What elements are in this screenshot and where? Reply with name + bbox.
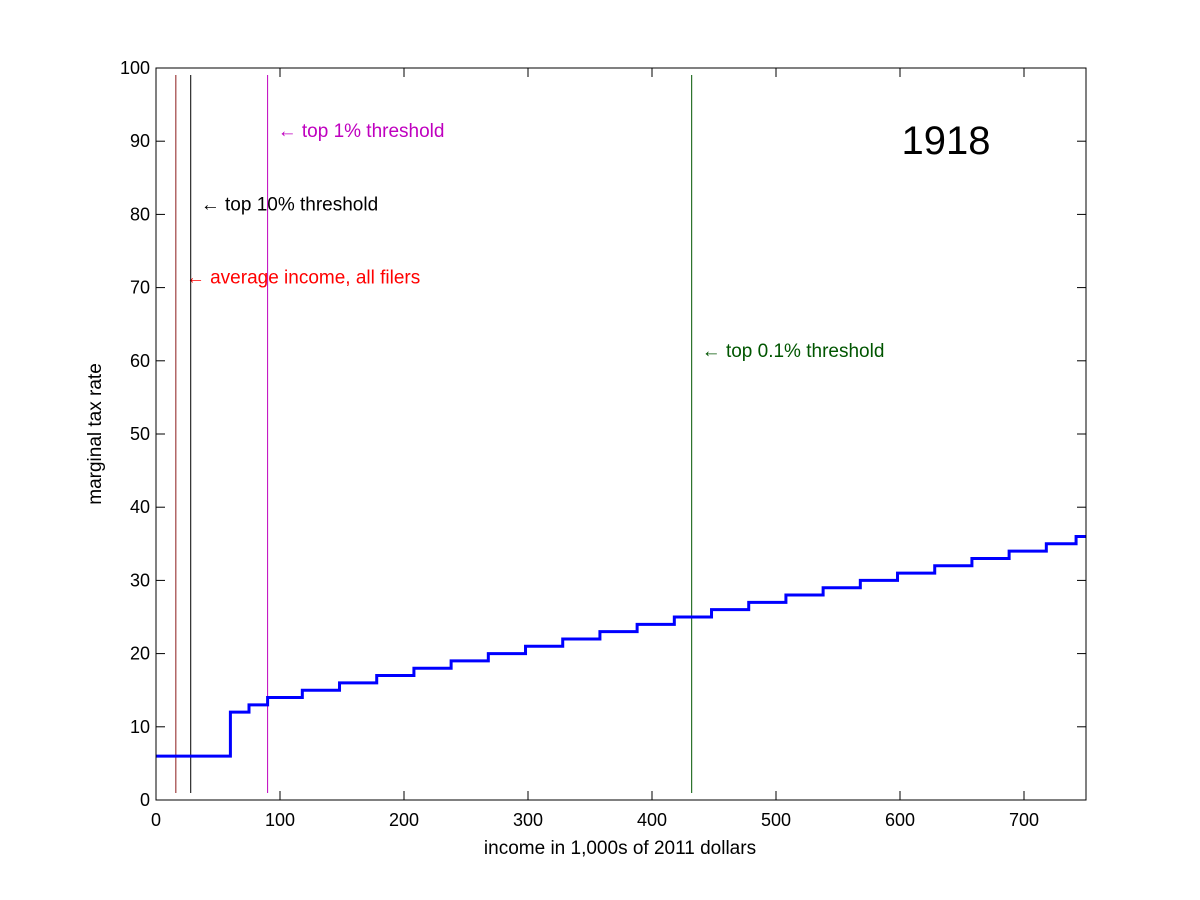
- threshold-label: ← top 1% threshold: [278, 121, 445, 142]
- x-tick-label: 600: [885, 810, 915, 830]
- tax-rate-series-line: [156, 534, 1086, 758]
- y-tick-label: 0: [140, 790, 150, 810]
- x-tick-label: 500: [761, 810, 791, 830]
- threshold-label: ← top 0.1% threshold: [702, 341, 885, 362]
- y-tick-label: 80: [130, 204, 150, 224]
- x-tick-label: 100: [265, 810, 295, 830]
- year-label: 1918: [902, 119, 991, 163]
- y-tick-label: 40: [130, 497, 150, 517]
- axes-box: [155, 67, 1087, 801]
- y-axis-label: marginal tax rate: [85, 363, 106, 505]
- x-tick-label: 400: [637, 810, 667, 830]
- x-tick-label: 700: [1009, 810, 1039, 830]
- x-tick-label: 200: [389, 810, 419, 830]
- y-tick-label: 50: [130, 424, 150, 444]
- y-tick-label: 30: [130, 570, 150, 590]
- y-tick-label: 70: [130, 278, 150, 298]
- x-tick-label: 0: [151, 810, 161, 830]
- y-tick-label: 90: [130, 131, 150, 151]
- threshold-label: ← top 10% threshold: [201, 194, 378, 215]
- y-tick-label: 60: [130, 351, 150, 371]
- y-tick-label: 100: [120, 58, 150, 78]
- x-tick-label: 300: [513, 810, 543, 830]
- y-tick-label: 10: [130, 717, 150, 737]
- x-axis-label: income in 1,000s of 2011 dollars: [484, 838, 756, 859]
- threshold-label: ← average income, all filers: [186, 268, 420, 289]
- y-tick-label: 20: [130, 644, 150, 664]
